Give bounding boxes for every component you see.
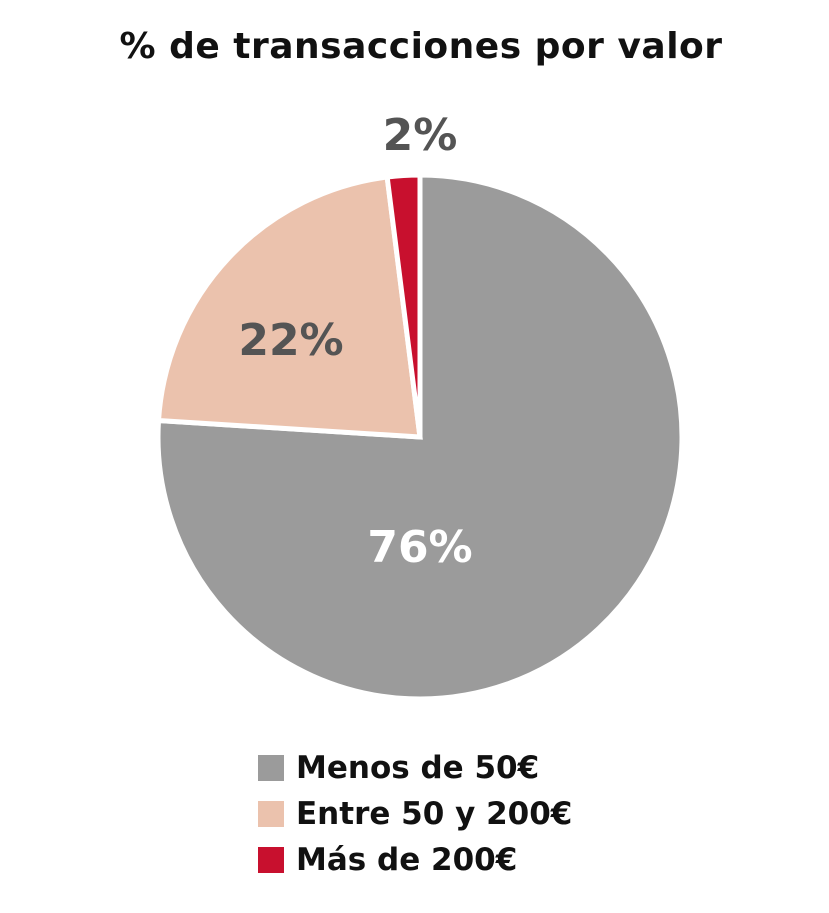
legend-swatch <box>258 847 284 873</box>
legend-label: Menos de 50€ <box>296 750 540 786</box>
legend-label: Entre 50 y 200€ <box>296 796 573 832</box>
pie-slice <box>155 172 685 702</box>
legend-swatch <box>258 801 284 827</box>
slice-value-label: 22% <box>238 315 343 366</box>
chart-legend: Menos de 50€ Entre 50 y 200€ Más de 200€ <box>258 745 572 883</box>
chart-title: % de transacciones por valor <box>119 26 723 67</box>
legend-item-menos-50: Menos de 50€ <box>258 745 572 791</box>
legend-item-mas-200: Más de 200€ <box>258 837 572 883</box>
pie-slice <box>384 172 423 438</box>
slice-value-label: 2% <box>383 110 458 161</box>
legend-label: Más de 200€ <box>296 842 518 878</box>
slice-value-label: 76% <box>367 522 472 573</box>
legend-item-50-200: Entre 50 y 200€ <box>258 791 572 837</box>
pie-slice <box>155 174 423 440</box>
legend-swatch <box>258 755 284 781</box>
